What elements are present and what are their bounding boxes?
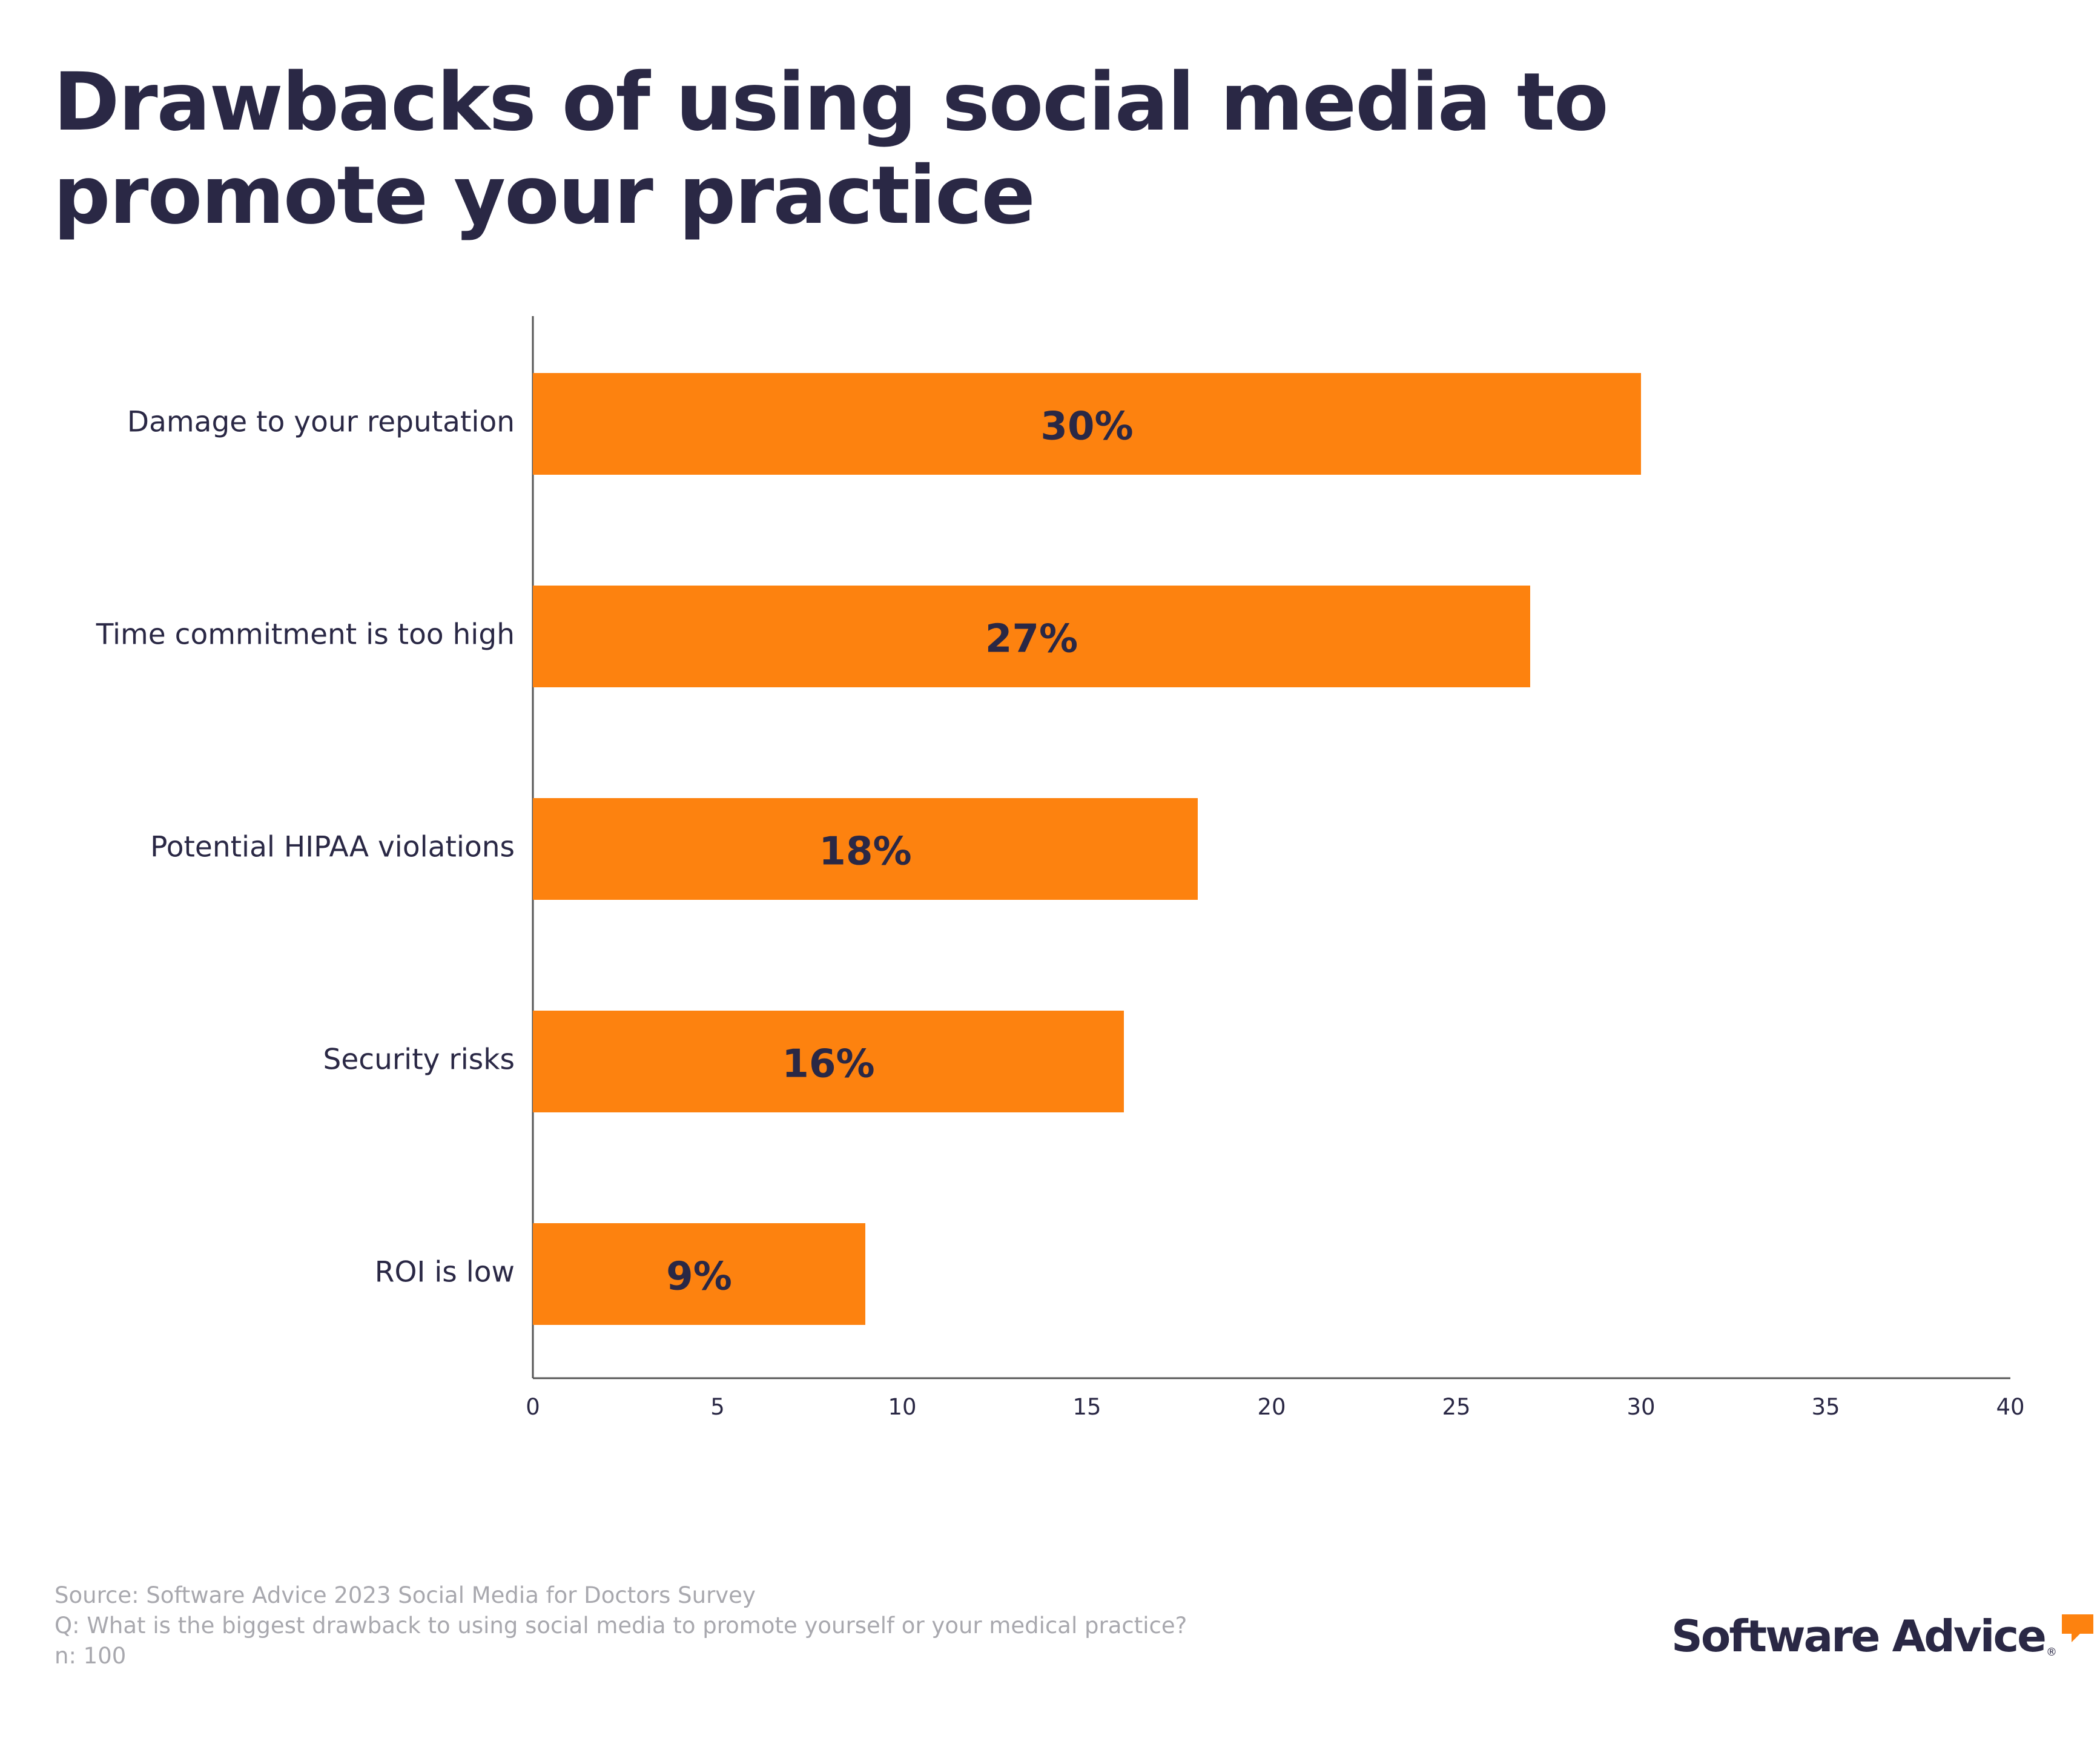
data-label: 9% bbox=[666, 1255, 732, 1299]
category-label: Damage to your reputation bbox=[127, 406, 515, 439]
chart-footer: Source: Software Advice 2023 Social Medi… bbox=[54, 1580, 1187, 1671]
bar bbox=[533, 1223, 865, 1325]
survey-question: Q: What is the biggest drawback to using… bbox=[54, 1613, 1187, 1639]
x-tick-label: 30 bbox=[1626, 1394, 1655, 1420]
data-label: 16% bbox=[782, 1042, 874, 1087]
category-label: ROI is low bbox=[375, 1256, 515, 1289]
bar bbox=[533, 1011, 1124, 1112]
x-tick-label: 25 bbox=[1442, 1394, 1470, 1420]
bar bbox=[533, 798, 1198, 900]
bar bbox=[533, 586, 1530, 687]
x-tick-label: 0 bbox=[526, 1394, 540, 1420]
x-tick-label: 15 bbox=[1072, 1394, 1101, 1420]
chart-title: Drawbacks of using social media to promo… bbox=[53, 56, 1609, 242]
x-tick-label: 35 bbox=[1811, 1394, 1840, 1420]
x-tick-label: 5 bbox=[710, 1394, 725, 1420]
x-tick-label: 10 bbox=[888, 1394, 916, 1420]
source-note: Source: Software Advice 2023 Social Medi… bbox=[54, 1582, 756, 1608]
software-advice-logo: Software Advice ® bbox=[1671, 1611, 2096, 1662]
brand-name: Software Advice bbox=[1671, 1611, 2047, 1662]
speech-bubble-icon bbox=[2061, 1614, 2093, 1642]
category-label: Time commitment is too high bbox=[96, 618, 515, 652]
sample-size: n: 100 bbox=[54, 1643, 127, 1669]
registered-mark: ® bbox=[2046, 1646, 2057, 1659]
data-label: 30% bbox=[1040, 404, 1133, 449]
category-label: Security risks bbox=[323, 1043, 515, 1077]
bar-chart: Damage to your reputation 30% Time commitm… bbox=[96, 316, 2025, 1420]
bar bbox=[533, 373, 1641, 475]
data-label: 27% bbox=[985, 617, 1078, 662]
data-label: 18% bbox=[819, 830, 911, 874]
category-label: Potential HIPAA violations bbox=[150, 831, 515, 864]
x-tick-label: 40 bbox=[1996, 1394, 2024, 1420]
x-tick-label: 20 bbox=[1257, 1394, 1286, 1420]
